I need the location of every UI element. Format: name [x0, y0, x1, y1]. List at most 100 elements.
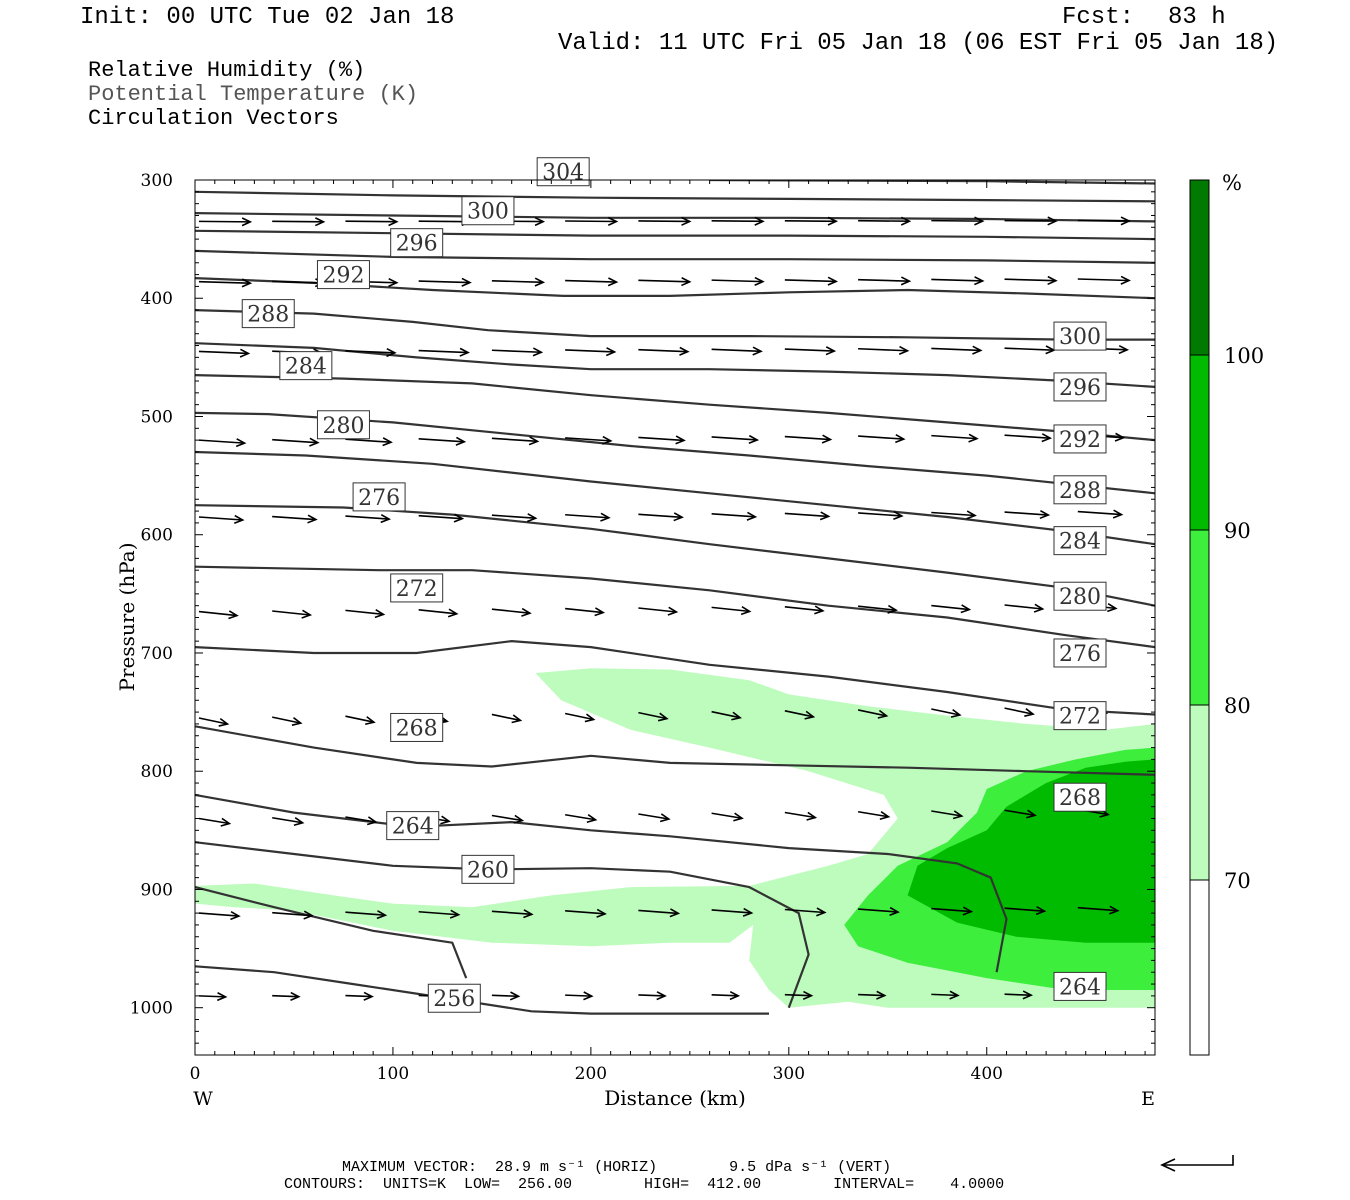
circulation-vector: [784, 434, 833, 444]
circulation-vector: [1077, 216, 1131, 226]
y-axis-title: Pressure (hPa): [115, 543, 139, 692]
forecast-hour: 83 h: [1168, 4, 1226, 31]
circulation-vector: [491, 277, 546, 287]
west-label: W: [193, 1088, 213, 1110]
x-tick-label: 400: [971, 1064, 1003, 1084]
x-axis-title: Distance (km): [604, 1086, 746, 1110]
circulation-vector-layer: [198, 216, 1131, 1002]
circulation-vector: [711, 606, 752, 616]
circulation-vector: [198, 514, 245, 525]
svg-text:280: 280: [322, 414, 364, 439]
circulation-vector: [491, 436, 540, 446]
svg-text:288: 288: [1059, 479, 1101, 504]
theta-label-260: 260: [461, 854, 515, 884]
y-tick-label: 700: [141, 644, 173, 664]
circulation-vector: [858, 906, 900, 917]
svg-text:276: 276: [358, 486, 400, 511]
theta-label-right-268: 268: [1053, 782, 1107, 812]
theta-label-284: 284: [279, 351, 333, 381]
reference-vector-arrow: [1162, 1155, 1234, 1166]
circulation-vector: [565, 512, 611, 522]
circulation-vector: [711, 907, 754, 917]
svg-text:264: 264: [392, 815, 434, 840]
svg-text:264: 264: [1059, 975, 1101, 1000]
circulation-vector: [491, 607, 532, 617]
circulation-vector: [711, 434, 760, 445]
svg-text:296: 296: [1059, 376, 1101, 401]
circulation-vector: [784, 990, 814, 1000]
colorbar-segment: [1189, 354, 1210, 531]
circulation-vector: [1077, 509, 1124, 519]
colorbar-tick-label: 70: [1224, 869, 1251, 893]
colorbar-tick-label: 90: [1224, 519, 1251, 543]
colorbar-unit: %: [1222, 171, 1242, 195]
theta-contour-300: [195, 309, 1155, 341]
circulation-vector: [198, 910, 241, 921]
circulation-vector: [565, 908, 607, 918]
theta-label-layer: 256 260 264 268 272 276 280 284 288 292 296 300 304 3…: [241, 157, 1107, 1013]
x-tick-label: 100: [377, 1064, 409, 1084]
circulation-vector: [198, 717, 230, 727]
theta-label-292: 292: [316, 260, 370, 290]
circulation-vector: [638, 991, 667, 1001]
circulation-vector: [272, 991, 301, 1001]
circulation-vector: [272, 816, 305, 826]
max-vector-note: MAXIMUM VECTOR: 28.9 m s⁻¹ (HORIZ) 9.5 d…: [342, 1159, 892, 1176]
x-tick-label: 0: [190, 1064, 201, 1084]
circulation-vector: [858, 604, 898, 614]
theta-contour-316: [195, 212, 1155, 223]
init-time: Init: 00 UTC Tue 02 Jan 18: [80, 4, 455, 31]
theta-label-256: 256: [427, 983, 481, 1013]
svg-text:256: 256: [433, 987, 475, 1012]
circulation-vector: [565, 277, 619, 287]
circulation-vector: [565, 991, 594, 1001]
svg-text:292: 292: [322, 264, 364, 289]
colorbar-tick-label: 100: [1224, 344, 1264, 368]
theta-contour-268: [195, 725, 1155, 776]
circulation-vector: [931, 906, 974, 916]
circulation-vector: [565, 813, 598, 823]
circulation-vector: [638, 346, 690, 356]
svg-text:284: 284: [1059, 530, 1101, 555]
colorbar-segment: [1189, 704, 1210, 881]
field-vectors-label: Circulation Vectors: [88, 106, 339, 131]
circulation-vector: [858, 216, 912, 226]
circulation-vector: [931, 433, 979, 443]
circulation-vector: [931, 510, 977, 520]
circulation-vector: [272, 217, 326, 227]
circulation-vector: [1004, 345, 1056, 355]
svg-text:296: 296: [396, 232, 438, 257]
theta-contour-260: [195, 886, 468, 979]
theta-label-right-280: 280: [1053, 581, 1107, 611]
theta-contour-284: [195, 450, 1155, 546]
circulation-vector: [198, 438, 247, 448]
circulation-vector: [638, 435, 686, 445]
circulation-vector: [1004, 707, 1035, 717]
circulation-vector: [272, 514, 318, 524]
valid-time: Valid: 11 UTC Fri 05 Jan 18 (06 EST Fri …: [558, 30, 1279, 57]
theta-contour-layer: [195, 180, 1155, 1015]
svg-text:304: 304: [542, 161, 584, 186]
circulation-vector: [784, 216, 839, 226]
circulation-vector: [784, 907, 827, 917]
circulation-vector: [1077, 275, 1131, 285]
circulation-vector: [198, 610, 239, 620]
y-tick-label: 500: [141, 407, 173, 427]
theta-label-288: 288: [241, 299, 295, 329]
x-tick-label: 200: [575, 1064, 607, 1084]
theta-label-right-284: 284: [1053, 526, 1107, 556]
colorbar-segment: [1189, 529, 1210, 706]
theta-contour-272: [195, 639, 1155, 716]
circulation-vector: [198, 348, 251, 358]
circulation-vector: [858, 345, 910, 355]
y-tick-label: 800: [141, 762, 173, 782]
theta-label-right-296: 296: [1053, 372, 1107, 402]
circulation-vector: [345, 347, 397, 358]
circulation-vector: [711, 812, 744, 822]
circulation-vector: [711, 710, 742, 721]
svg-text:300: 300: [1059, 325, 1101, 350]
theta-label-268: 268: [390, 712, 444, 742]
reference-vector: [1160, 1155, 1234, 1172]
field-rh-label: Relative Humidity (%): [88, 58, 366, 83]
